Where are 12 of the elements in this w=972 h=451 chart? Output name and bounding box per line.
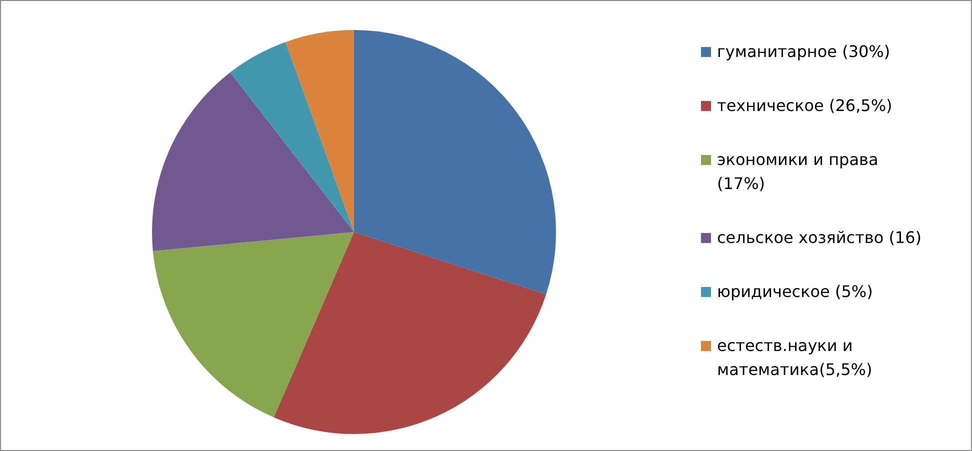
pie-slice: [152, 232, 354, 418]
legend-label: гуманитарное (30%): [717, 40, 890, 62]
pie-slice: [274, 232, 546, 434]
legend-label: естеств.науки и математика(5,5%): [717, 334, 874, 380]
legend-label: сельское хозяйство (16): [717, 226, 922, 248]
pie-slice: [286, 30, 354, 232]
legend-label: юридическое (5%): [717, 280, 873, 302]
pie-slice: [354, 30, 556, 294]
pie-slice: [230, 42, 354, 232]
pie-slice: [152, 72, 354, 252]
legend-label: техническое (26,5%): [717, 94, 892, 116]
legend-label: экономики и права (17%): [717, 148, 880, 194]
